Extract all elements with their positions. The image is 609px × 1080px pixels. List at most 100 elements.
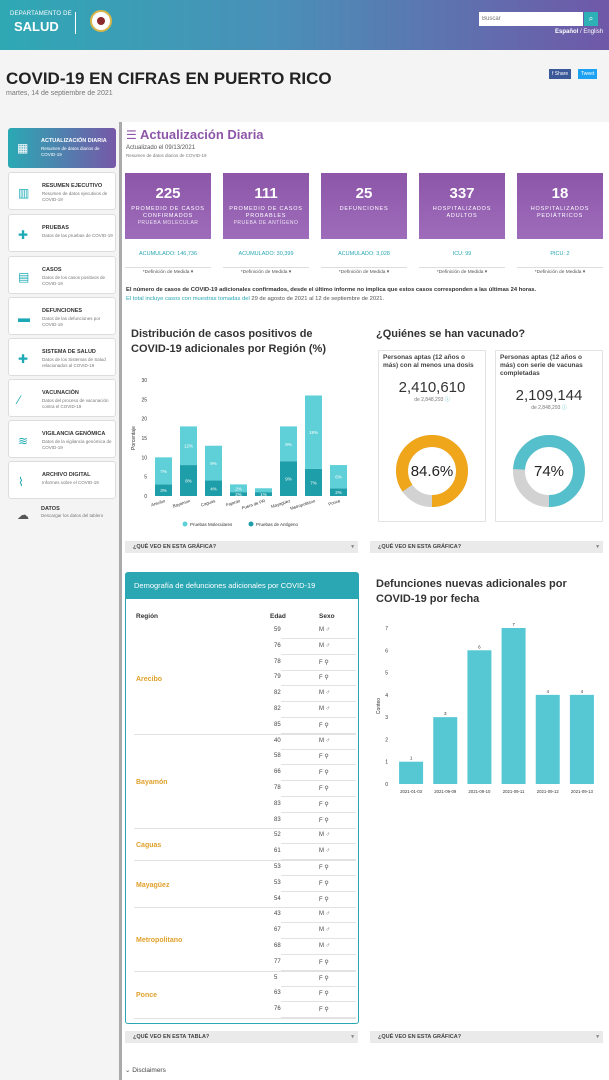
sidebar-item-desc: Datos de las defunciones por COVID-19: [42, 316, 101, 327]
definition-toggle[interactable]: *Definición de Medida ▾: [419, 267, 505, 275]
table-cell-age: 63: [274, 990, 281, 997]
disclaimers-toggle[interactable]: ⌄ Disclaimers: [125, 1066, 166, 1074]
sidebar-item-vigilancia[interactable]: ≋ VIGILANCIA GENÓMICA Datos de la vigila…: [8, 420, 116, 458]
stat-sublabel: PRUEBA DE ANTÍGENO: [233, 220, 299, 226]
bar-data-label: 4%: [210, 486, 217, 491]
stat-label: DEFUNCIONES: [339, 206, 389, 212]
y-tick-label: 1: [385, 760, 388, 766]
vaccine-count: 2,410,610: [398, 379, 466, 396]
sidebar-item-defunciones[interactable]: ▬ DEFUNCIONES Datos de las defunciones p…: [8, 297, 116, 335]
row-divider: [281, 859, 356, 861]
bar-data-label: 19%: [309, 430, 318, 435]
test-kit-icon: ✚: [18, 228, 29, 242]
department-label[interactable]: DEPARTAMENTO DE: [10, 11, 72, 17]
stat-card-deaths: 25 DEFUNCIONES ACUMULADO: 3,028 *Definic…: [321, 173, 407, 275]
table-cell-region: Metropolitano: [136, 937, 183, 944]
definition-toggle[interactable]: *Definición de Medida ▾: [125, 267, 211, 275]
group-divider: [134, 733, 356, 735]
facebook-share-button[interactable]: f Share: [549, 69, 572, 79]
definition-toggle[interactable]: *Definición de Medida ▾: [517, 267, 603, 275]
bar-segment: [330, 465, 347, 489]
vaccine-chart-help-toggle[interactable]: ¿QUÉ VEO EN ESTA GRÁFICA? ▾: [370, 541, 603, 553]
donut-percent-label: 84.6%: [411, 463, 454, 480]
group-divider: [134, 907, 356, 909]
bar-data-label: 1%: [260, 492, 267, 497]
x-tick-label: 2021-09-12: [537, 789, 560, 794]
section-subtitle: Resumen de datos diarios de COVID-19: [126, 153, 207, 158]
bar: [467, 650, 492, 784]
y-tick-label: 5: [385, 671, 388, 677]
lang-en-link[interactable]: English: [583, 29, 604, 35]
row-divider: [281, 890, 356, 892]
table-cell-sex: M ♂: [319, 943, 331, 949]
x-tick-label: Fuera de PR: [241, 498, 266, 510]
y-tick-label: 0: [144, 494, 147, 500]
sidebar-item-label: SISTEMA DE SALUD: [42, 349, 96, 355]
bar-data-label: 4: [546, 689, 549, 694]
sidebar-item-desc: Datos de la vigilancia genómica de COVID…: [42, 439, 112, 450]
bar: [535, 694, 560, 784]
stat-sublabel: PRUEBA MOLECULAR: [137, 220, 199, 226]
table-cell-age: 77: [274, 958, 281, 965]
stat-cumulative: ICU: 99: [452, 251, 472, 257]
sidebar-item-actualizacion[interactable]: ▦ ACTUALIZACIÓN DIARIA Resumen de datos …: [8, 128, 116, 168]
bar: [399, 761, 424, 784]
table-cell-sex: M ♂: [319, 832, 331, 839]
sidebar-item-datos[interactable]: ☁ DATOS Descargar los datos del tablero: [8, 502, 116, 528]
table-cell-age: 78: [274, 658, 281, 665]
table-cell-age: 83: [274, 816, 281, 823]
table-cell-sex: M ♂: [319, 927, 331, 934]
sidebar-item-desc: Descargar los datos del tablero: [41, 513, 104, 518]
sidebar-item-vacunacion[interactable]: ⁄ VACUNACIÓN Datos del proceso de vacuna…: [8, 379, 116, 417]
definition-toggle[interactable]: *Definición de Medida ▾: [223, 267, 309, 275]
row-divider: [281, 764, 356, 766]
stat-number: 337: [449, 185, 475, 202]
logo-divider: [75, 12, 76, 34]
bar: [501, 628, 526, 784]
twitter-share-button[interactable]: Tweet: [578, 69, 598, 79]
table-cell-age: 61: [274, 848, 281, 855]
row-divider: [281, 985, 356, 987]
sidebar-item-label: VIGILANCIA GENÓMICA: [42, 431, 106, 437]
donut-percent-label: 74%: [534, 463, 564, 480]
vaccine-box-heading: Personas aptas (12 años o más) con al me…: [383, 354, 474, 369]
row-divider: [281, 843, 356, 845]
x-tick-label: 2021-09-13: [571, 789, 594, 794]
table-cell-sex: M ♂: [319, 627, 331, 633]
bar-data-label: 9%: [285, 477, 292, 482]
department-name[interactable]: SALUD: [14, 19, 59, 34]
table-cell-age: 85: [274, 721, 281, 728]
bar-segment: [280, 461, 297, 496]
legend-label: Pruebas Moleculares: [190, 522, 233, 527]
deaths-chart-help-toggle[interactable]: ¿QUÉ VEO EN ESTA GRÁFICA? ▾: [370, 1031, 603, 1043]
sidebar-item-pruebas[interactable]: ✚ PRUEBAS Datos de las pruebas de COVID-…: [8, 214, 116, 252]
sidebar-item-resumen[interactable]: ▥ RESUMEN EJECUTIVO Resumen de datos eje…: [8, 172, 116, 210]
help-label: ¿QUÉ VEO EN ESTA TABLA?: [133, 1034, 210, 1040]
table-cell-region: Bayamón: [136, 779, 168, 786]
sidebar-item-archivo[interactable]: ⌇ ARCHIVO DIGITAL Informes sobre el COVI…: [8, 461, 116, 499]
y-tick-label: 0: [385, 782, 388, 788]
calendar-icon: ▦: [17, 141, 29, 155]
row-divider: [281, 1001, 356, 1003]
info-icon[interactable]: ⓘ: [561, 405, 567, 411]
lang-es-link[interactable]: Español: [555, 29, 579, 35]
search-input[interactable]: [479, 12, 583, 26]
x-tick-label: Caguas: [200, 498, 216, 507]
sidebar-item-casos[interactable]: ▤ CASOS Datos de los casos positivos de …: [8, 256, 116, 294]
table-cell-sex: M ♂: [319, 690, 331, 697]
row-divider: [281, 906, 356, 908]
table-cell-sex: M ♂: [319, 911, 331, 918]
table-help-toggle[interactable]: ¿QUÉ VEO EN ESTA TABLA? ▾: [125, 1031, 358, 1043]
info-icon[interactable]: ⓘ: [444, 397, 450, 403]
bar-segment: [330, 488, 347, 496]
region-chart-help-toggle[interactable]: ¿QUÉ VEO EN ESTA GRÁFICA? ▾: [125, 541, 358, 553]
definition-toggle[interactable]: *Definición de Medida ▾: [321, 267, 407, 275]
stat-number: 25: [355, 185, 373, 202]
page-title: COVID-19 EN CIFRAS EN PUERTO RICO: [6, 69, 332, 88]
search-button[interactable]: ⌕: [584, 12, 598, 26]
dna-icon: ≋: [18, 434, 29, 448]
vaccine-total: de 2,848,293 ⓘ: [379, 396, 485, 403]
page-date: martes, 14 de septiembre de 2021: [6, 90, 113, 97]
y-tick-label: 20: [141, 417, 147, 423]
sidebar-item-sistema-salud[interactable]: ✚ SISTEMA DE SALUD Datos de los Sistemas…: [8, 338, 116, 376]
